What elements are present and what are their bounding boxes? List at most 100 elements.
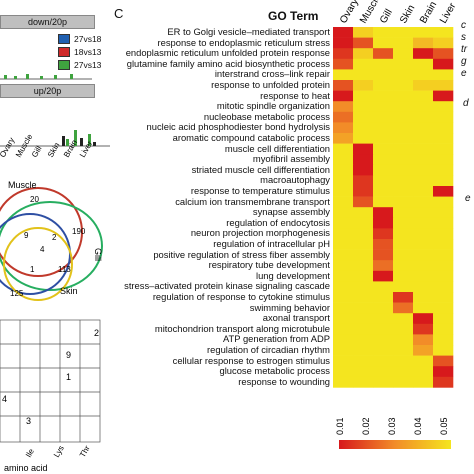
heatmap-cell bbox=[413, 376, 434, 388]
row-label: striated muscle cell differentiation bbox=[191, 163, 330, 175]
heatmap-cell bbox=[333, 175, 354, 187]
column-label: Brain bbox=[418, 0, 439, 26]
heatmap-cell bbox=[353, 111, 374, 123]
heatmap-cell bbox=[333, 27, 354, 38]
heatmap-cell bbox=[333, 196, 354, 208]
heatmap-cell bbox=[413, 207, 434, 219]
venn-num: 190 bbox=[72, 227, 86, 236]
row-label: mitochondrion transport along microtubul… bbox=[154, 322, 330, 334]
heatmap-cell bbox=[353, 122, 374, 134]
heatmap-cell bbox=[393, 260, 414, 272]
heatmap-cell bbox=[333, 270, 354, 282]
heatmap-cell bbox=[393, 292, 414, 303]
heatmap-cell bbox=[353, 345, 374, 356]
heatmap-cell bbox=[433, 313, 454, 325]
heatmap-cell bbox=[393, 80, 414, 91]
heatmap-cell bbox=[333, 376, 354, 388]
heatmap-cell bbox=[413, 196, 434, 208]
colorbar bbox=[339, 440, 451, 449]
heatmap-cell bbox=[413, 281, 434, 293]
heatmap-cell bbox=[413, 154, 434, 166]
heatmap-cell bbox=[393, 355, 414, 367]
row-label: nucleobase metabolic process bbox=[203, 110, 330, 122]
heatmap-cell bbox=[333, 133, 354, 144]
grid-num: 1 bbox=[66, 372, 71, 382]
heatmap-cell bbox=[333, 143, 354, 155]
heatmap-cell bbox=[373, 260, 394, 272]
heatmap-cell bbox=[433, 207, 454, 219]
heatmap-cell bbox=[433, 80, 454, 91]
colorbar-tick: 0.01 bbox=[335, 417, 345, 435]
heatmap-cell bbox=[373, 175, 394, 187]
row-label: response to heat bbox=[260, 89, 330, 101]
row-label: positive regulation of stress fiber asse… bbox=[153, 248, 330, 260]
heatmap-cell bbox=[433, 48, 454, 60]
legend-swatch bbox=[58, 47, 70, 57]
venn-label-gill: Gill bbox=[93, 248, 103, 261]
heatmap-cell bbox=[413, 143, 434, 155]
heatmap-cell bbox=[393, 143, 414, 155]
venn-num: 2 bbox=[52, 233, 57, 242]
heatmap-cell bbox=[413, 69, 434, 81]
heatmap-cell bbox=[433, 111, 454, 123]
row-label: aromatic compound catabolic process bbox=[172, 132, 330, 143]
grid-xtick: Thr bbox=[78, 444, 92, 459]
row-label: response to endoplasmic reticulum stress bbox=[157, 36, 330, 48]
heatmap-cell bbox=[373, 101, 394, 113]
heatmap-cell bbox=[413, 249, 434, 261]
heatmap-cell bbox=[433, 164, 454, 176]
heatmap-cell bbox=[433, 302, 454, 314]
heatmap-cell bbox=[413, 270, 434, 282]
heatmap-cell bbox=[373, 292, 394, 303]
heatmap-cell bbox=[373, 302, 394, 314]
heatmap-cell bbox=[413, 334, 434, 346]
heatmap-cell bbox=[373, 313, 394, 325]
grid-xtick: Lys bbox=[52, 444, 66, 459]
heatmap-cell bbox=[413, 111, 434, 123]
heatmap-cell bbox=[333, 111, 354, 123]
row-label: stress–activated protein kinase signalin… bbox=[124, 280, 330, 292]
legend-item: 27vs13 bbox=[58, 60, 101, 70]
heatmap-cell bbox=[333, 302, 354, 314]
heatmap-cell bbox=[393, 133, 414, 144]
heatmap-cell bbox=[353, 323, 374, 335]
heatmap-cell bbox=[393, 90, 414, 102]
row-label: calcium ion transmembrane transport bbox=[175, 195, 330, 207]
row-label: cellular response to estrogen stimulus bbox=[172, 354, 330, 366]
heatmap-cell bbox=[413, 37, 434, 49]
heatmap-cell bbox=[353, 133, 374, 144]
heatmap-cell bbox=[353, 239, 374, 250]
heatmap-cell bbox=[393, 313, 414, 325]
heatmap-cell bbox=[353, 366, 374, 378]
heatmap-cell bbox=[393, 302, 414, 314]
heatmap-cell bbox=[333, 260, 354, 272]
heatmap-cell bbox=[373, 58, 394, 70]
row-label: regulation of circadian rhythm bbox=[207, 344, 330, 355]
heatmap-cell bbox=[373, 143, 394, 155]
row-label: response to unfolded protein bbox=[211, 79, 330, 90]
row-label: ER to Golgi vesicle–mediated transport bbox=[167, 26, 330, 37]
heatmap-cell bbox=[433, 69, 454, 81]
row-label: regulation of intracellular pH bbox=[213, 238, 330, 249]
heatmap-cell bbox=[333, 37, 354, 49]
heatmap-cell bbox=[353, 355, 374, 367]
heatmap-cell bbox=[433, 334, 454, 346]
row-label: response to temperature stimulus bbox=[190, 185, 330, 196]
heatmap-cell bbox=[433, 122, 454, 134]
row-label: myofibril assembly bbox=[252, 153, 330, 165]
heatmap-cell bbox=[353, 186, 374, 197]
heatmap-cell bbox=[433, 376, 454, 388]
heatmap-cell bbox=[333, 80, 354, 91]
heatmap-cell bbox=[433, 249, 454, 261]
heatmap-cell bbox=[373, 48, 394, 60]
heatmap-cell bbox=[373, 111, 394, 123]
heatmap-cell bbox=[353, 207, 374, 219]
heatmap-cell bbox=[353, 302, 374, 314]
row-label: glutamine family amino acid biosynthetic… bbox=[126, 57, 330, 69]
heatmap-cell bbox=[353, 101, 374, 113]
heatmap-cell bbox=[333, 186, 354, 197]
heatmap-cell bbox=[333, 345, 354, 356]
heatmap-cell bbox=[393, 101, 414, 113]
heatmap-cell bbox=[373, 122, 394, 134]
